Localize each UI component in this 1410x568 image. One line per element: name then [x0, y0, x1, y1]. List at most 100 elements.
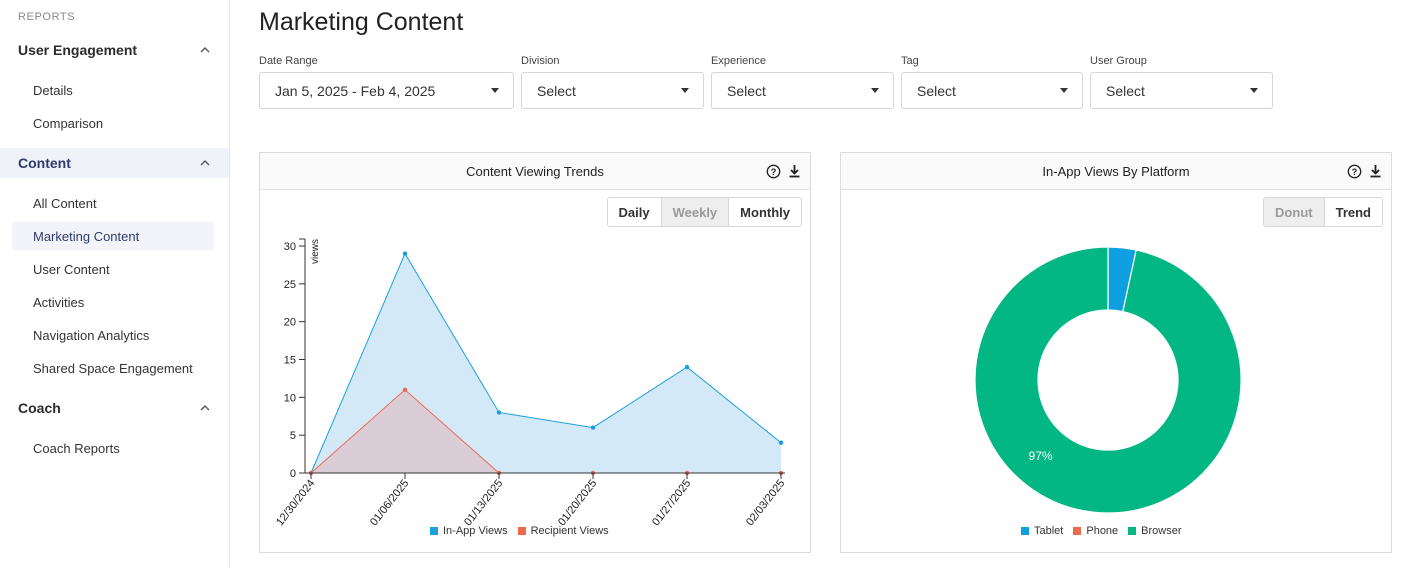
y-tick-label: 20 — [284, 317, 296, 329]
data-point[interactable] — [496, 410, 502, 415]
x-tick-label: 01/20/2025 — [556, 477, 599, 528]
date-range-select[interactable]: Jan 5, 2025 - Feb 4, 2025 — [259, 72, 514, 109]
caret-down-icon — [491, 88, 499, 93]
sidebar-group-coach[interactable]: Coach — [0, 393, 229, 423]
sidebar-item-shared-space-engagement[interactable]: Shared Space Engagement — [33, 360, 193, 376]
y-tick-label: 30 — [284, 241, 296, 253]
sidebar-item-user-content[interactable]: User Content — [33, 261, 110, 277]
sidebar-item-marketing-content[interactable]: Marketing Content — [12, 222, 214, 250]
toggle-daily[interactable]: Daily — [607, 198, 661, 226]
user-group-value: Select — [1106, 82, 1145, 99]
sidebar-group-content[interactable]: Content — [0, 148, 229, 178]
data-point[interactable] — [684, 364, 690, 370]
user-group-filter: User Group Select — [1090, 55, 1273, 109]
page-title: Marketing Content — [259, 8, 464, 36]
caret-down-icon — [1060, 88, 1068, 93]
sidebar-group-label: Coach — [18, 400, 61, 416]
user-group-label: User Group — [1090, 55, 1147, 67]
card-title: Content Viewing Trends — [466, 163, 604, 179]
data-point[interactable] — [778, 440, 784, 445]
line-in-app-views — [310, 252, 782, 474]
y-tick-label: 10 — [284, 392, 296, 404]
chart-type-toggle: Donut Trend — [1263, 197, 1383, 227]
data-point[interactable] — [402, 387, 408, 392]
legend-swatch — [1073, 527, 1082, 535]
caret-down-icon — [1250, 88, 1258, 93]
slice-label: 97% — [1029, 449, 1053, 463]
help-icon[interactable]: ? — [1346, 163, 1362, 179]
y-tick-label: 5 — [290, 430, 296, 442]
sidebar-item-navigation-analytics[interactable]: Navigation Analytics — [33, 327, 150, 343]
sidebar-item-comparison[interactable]: Comparison — [33, 115, 104, 131]
sidebar-item-coach-reports[interactable]: Coach Reports — [33, 440, 120, 456]
help-icon[interactable]: ? — [765, 163, 781, 179]
tag-label: Tag — [901, 55, 919, 67]
division-value: Select — [537, 82, 576, 99]
tag-select[interactable]: Select — [901, 72, 1083, 109]
experience-label: Experience — [711, 55, 767, 67]
trends-legend: In-App Views Recipient Views — [430, 525, 609, 537]
legend-item-tablet[interactable]: Tablet — [1021, 525, 1063, 537]
toggle-weekly[interactable]: Weekly — [660, 198, 729, 226]
donut-slices — [974, 246, 1242, 514]
granularity-toggle: Daily Weekly Monthly — [606, 197, 802, 227]
experience-value: Select — [727, 82, 766, 99]
content-viewing-trends-chart: 0 5 10 15 20 25 30 12/30/2024 01/06/2025 01/13/2… — [274, 238, 787, 528]
date-range-label: Date Range — [259, 55, 318, 67]
sidebar-item-all-content[interactable]: All Content — [33, 195, 97, 211]
sidebar-item-activities[interactable]: Activities — [33, 294, 85, 310]
legend-item-recipient-views[interactable]: Recipient Views — [517, 525, 609, 537]
y-tick-label: 25 — [284, 279, 296, 291]
x-tick-label: 02/03/2025 — [744, 477, 787, 528]
caret-down-icon — [871, 88, 879, 93]
slice-browser[interactable] — [974, 246, 1242, 514]
sidebar: REPORTS User Engagement Details Comparis… — [0, 0, 230, 568]
sidebar-group-user-engagement[interactable]: User Engagement — [0, 35, 229, 65]
download-icon[interactable] — [1367, 163, 1383, 179]
tag-filter: Tag Select — [901, 55, 1083, 109]
y-axis: 0 5 10 15 20 25 30 — [284, 238, 306, 480]
in-app-views-by-platform-card: In-App Views By Platform ? Donut Trend 9… — [840, 152, 1392, 553]
caret-down-icon — [681, 88, 689, 93]
legend-item-phone[interactable]: Phone — [1073, 525, 1118, 537]
data-point[interactable] — [402, 251, 408, 256]
x-tick-label: 12/30/2024 — [274, 477, 317, 528]
x-tick-label: 01/13/2025 — [462, 477, 505, 528]
division-label: Division — [521, 55, 560, 67]
chevron-up-icon — [200, 47, 210, 53]
toggle-monthly[interactable]: Monthly — [728, 198, 801, 226]
x-tick-label: 01/27/2025 — [650, 477, 693, 528]
division-select[interactable]: Select — [521, 72, 704, 109]
area-fills — [311, 253, 781, 473]
legend-swatch — [430, 527, 438, 535]
date-range-filter: Date Range Jan 5, 2025 - Feb 4, 2025 — [259, 55, 514, 109]
legend-label: Recipient Views — [530, 525, 609, 537]
legend-swatch — [517, 527, 526, 535]
legend-item-browser[interactable]: Browser — [1128, 525, 1182, 537]
sidebar-group-label: Content — [18, 155, 71, 171]
svg-text:?: ? — [1351, 166, 1357, 176]
svg-text:?: ? — [770, 166, 776, 176]
legend-label: Tablet — [1034, 525, 1064, 537]
experience-select[interactable]: Select — [711, 72, 894, 109]
legend-label: Browser — [1141, 525, 1182, 537]
download-icon[interactable] — [786, 163, 802, 179]
user-group-select[interactable]: Select — [1090, 72, 1273, 109]
content-viewing-trends-card: Content Viewing Trends ? Daily Weekly Mo… — [259, 152, 811, 553]
tag-value: Select — [917, 82, 956, 99]
x-axis: 12/30/2024 01/06/2025 01/13/2025 01/20/2025… — [274, 472, 787, 528]
platform-donut-chart: 97% — [974, 246, 1242, 514]
date-range-value: Jan 5, 2025 - Feb 4, 2025 — [275, 82, 436, 99]
sidebar-caption: REPORTS — [18, 11, 76, 23]
chevron-up-icon — [200, 160, 210, 166]
toggle-trend[interactable]: Trend — [1323, 198, 1382, 226]
toggle-donut[interactable]: Donut — [1264, 198, 1324, 226]
legend-swatch — [1021, 527, 1029, 535]
data-point[interactable] — [590, 425, 596, 430]
sidebar-item-details[interactable]: Details — [33, 82, 73, 98]
legend-swatch — [1128, 527, 1137, 535]
legend-item-in-app-views[interactable]: In-App Views — [430, 525, 508, 537]
chevron-up-icon — [200, 405, 210, 411]
platform-legend: Tablet Phone Browser — [1021, 525, 1182, 537]
y-tick-label: 15 — [284, 355, 296, 367]
